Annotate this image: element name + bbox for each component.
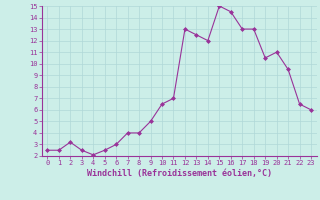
X-axis label: Windchill (Refroidissement éolien,°C): Windchill (Refroidissement éolien,°C) [87, 169, 272, 178]
